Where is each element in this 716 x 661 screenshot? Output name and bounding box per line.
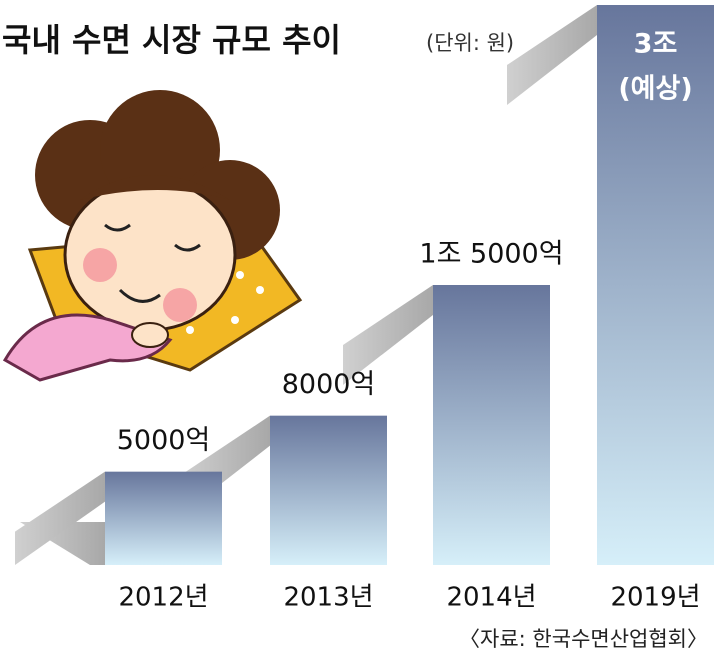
bar <box>270 415 387 565</box>
bar-shadow <box>343 285 433 385</box>
source: 〈자료: 한국수면산업협회〉 <box>459 627 708 651</box>
bar-shadow <box>507 5 597 105</box>
x-tick-label: 2014년 <box>446 583 536 613</box>
bar <box>597 5 714 565</box>
bar-shadow <box>15 471 105 565</box>
value-label: 5000억 <box>117 425 211 456</box>
illustration <box>2 90 303 382</box>
value-label: 1조 5000억 <box>419 239 563 270</box>
value-label: 3조 <box>634 29 678 60</box>
chart-title: 국내 수면 시장 규모 추이 <box>2 21 341 59</box>
bar <box>433 285 550 565</box>
x-tick-label: 2012년 <box>118 583 208 613</box>
value-label: 8000억 <box>282 369 376 400</box>
x-tick-label: 2013년 <box>283 583 373 613</box>
x-tick-label: 2019년 <box>610 583 700 613</box>
annotation: (예상) <box>618 74 692 105</box>
chart-subtitle: (단위: 원) <box>426 31 514 55</box>
bar <box>105 471 222 565</box>
